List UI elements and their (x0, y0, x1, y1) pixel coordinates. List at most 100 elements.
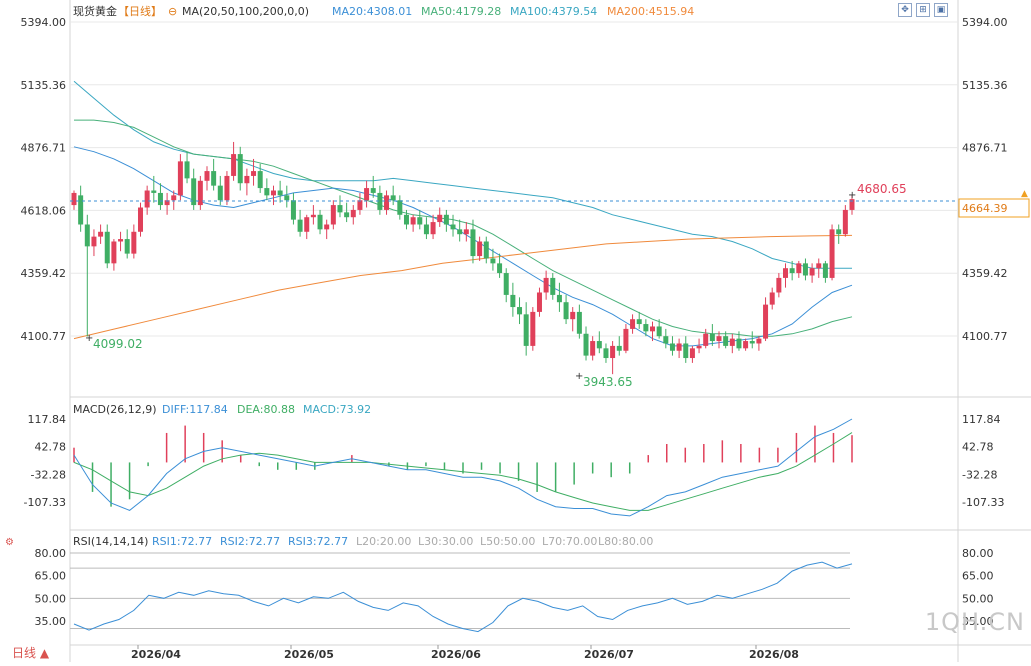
rsi-line (73, 561, 853, 633)
candle-body (610, 345, 616, 359)
candle-body (696, 345, 702, 349)
candle-body (676, 343, 682, 351)
maximize-icon[interactable]: ▣ (934, 3, 948, 17)
candle-body (789, 268, 795, 274)
candle-body (397, 200, 403, 215)
price-tick-right: 4359.42 (962, 267, 1008, 280)
rsi-tick-right: 50.00 (962, 592, 994, 605)
candle-body (84, 224, 90, 247)
ma20-value: MA20:4308.01 (332, 5, 412, 18)
rsi-level-70: L70:70.00 (542, 535, 597, 548)
price-tick-left: 5394.00 (21, 16, 67, 29)
candle-body (377, 192, 383, 210)
candle-body (384, 195, 390, 210)
low-price-label-left: 4099.02 (93, 337, 143, 351)
date-label: 2026/05 (284, 648, 334, 661)
candle-body (370, 188, 376, 193)
candle-body (563, 302, 569, 320)
macd-value: MACD:73.92 (303, 403, 371, 416)
zoom-icon[interactable]: ⊞ (916, 3, 930, 17)
rsi-tick-right: 80.00 (962, 547, 994, 560)
rsi-level-50: L50:50.00 (480, 535, 535, 548)
move-icon[interactable]: ✥ (898, 3, 912, 17)
rsi-tick-left: 50.00 (35, 592, 67, 605)
candle-body (497, 263, 503, 274)
ma100-value: MA100:4379.54 (510, 5, 597, 18)
candle-body (310, 214, 316, 218)
price-tick-left: 4359.42 (21, 267, 67, 280)
candle-body (556, 294, 562, 303)
candle-body (536, 292, 542, 312)
date-label: 2026/08 (749, 648, 799, 661)
high-marker: + (848, 190, 856, 201)
date-label: 2026/07 (584, 648, 634, 661)
candle-body (410, 217, 416, 225)
candle-body (257, 171, 263, 189)
ma-settings-icon[interactable]: ⊖ (168, 5, 177, 18)
candle-body (277, 190, 283, 196)
candle-body (517, 307, 523, 315)
macd-tick-right: -32.28 (962, 468, 997, 481)
candle-body (164, 200, 170, 206)
candle-body (270, 190, 276, 196)
candle-body (822, 263, 828, 278)
ma200-line (73, 234, 853, 340)
price-tick-left: 4100.77 (21, 330, 67, 343)
candle-body (709, 333, 715, 342)
candle-body (317, 214, 323, 230)
low-marker-mid: + (575, 371, 583, 382)
ma20-line (73, 146, 853, 347)
candlesticks (71, 141, 855, 375)
candle-body (656, 326, 662, 337)
candle-body (157, 192, 163, 206)
candle-body (543, 277, 549, 293)
macd-tick-left: -107.33 (24, 496, 66, 509)
rsi-tick-left: 35.00 (35, 615, 67, 628)
rsi-settings-icon[interactable]: ⚙ (5, 537, 14, 548)
ma50-value: MA50:4179.28 (421, 5, 501, 18)
rsi-tick-left: 80.00 (35, 547, 67, 560)
candle-body (330, 205, 336, 225)
candle-body (743, 341, 749, 349)
candle-body (689, 348, 695, 359)
candle-body (290, 200, 296, 220)
candle-body (636, 319, 642, 325)
rsi-tick-left: 65.00 (35, 570, 67, 583)
candle-body (284, 195, 290, 201)
rsi-panel (70, 552, 853, 633)
price-arrow-icon: ▲ (1021, 189, 1028, 199)
candle-body (470, 229, 476, 257)
candle-body (237, 154, 243, 184)
high-price-label: 4680.65 (857, 182, 907, 196)
rsi-level-20: L20:20.00 (356, 535, 411, 548)
candle-body (151, 190, 157, 193)
low-marker-left: + (85, 333, 93, 344)
macd-tick-right: 117.84 (962, 413, 1001, 426)
candle-body (842, 209, 848, 235)
candle-body (191, 178, 197, 206)
candle-body (204, 171, 210, 181)
ma50-line (74, 119, 853, 337)
candle-body (137, 207, 143, 232)
candle-body (104, 231, 110, 264)
candle-body (736, 338, 742, 349)
macd-dea-value: DEA:80.88 (237, 403, 295, 416)
macd-tick-left: -32.28 (31, 468, 66, 481)
moving-average-lines (73, 80, 853, 347)
candle-body (763, 304, 769, 339)
price-tick-right: 4100.77 (962, 330, 1008, 343)
macd-tick-right: -107.33 (962, 496, 1004, 509)
candle-body (723, 336, 729, 346)
candle-body (357, 200, 363, 210)
candle-body (570, 311, 576, 320)
price-tick-left: 5135.36 (21, 79, 67, 92)
candle-body (769, 292, 775, 305)
candle-body (350, 209, 356, 218)
candle-body (457, 229, 463, 235)
candle-body (836, 229, 842, 235)
rsi-level-80: L80:80.00 (598, 535, 653, 548)
period-button[interactable]: 日线 ▲ (12, 646, 50, 660)
candle-body (297, 219, 303, 232)
candle-body (576, 311, 582, 334)
rsi3-value: RSI3:72.77 (288, 535, 348, 548)
